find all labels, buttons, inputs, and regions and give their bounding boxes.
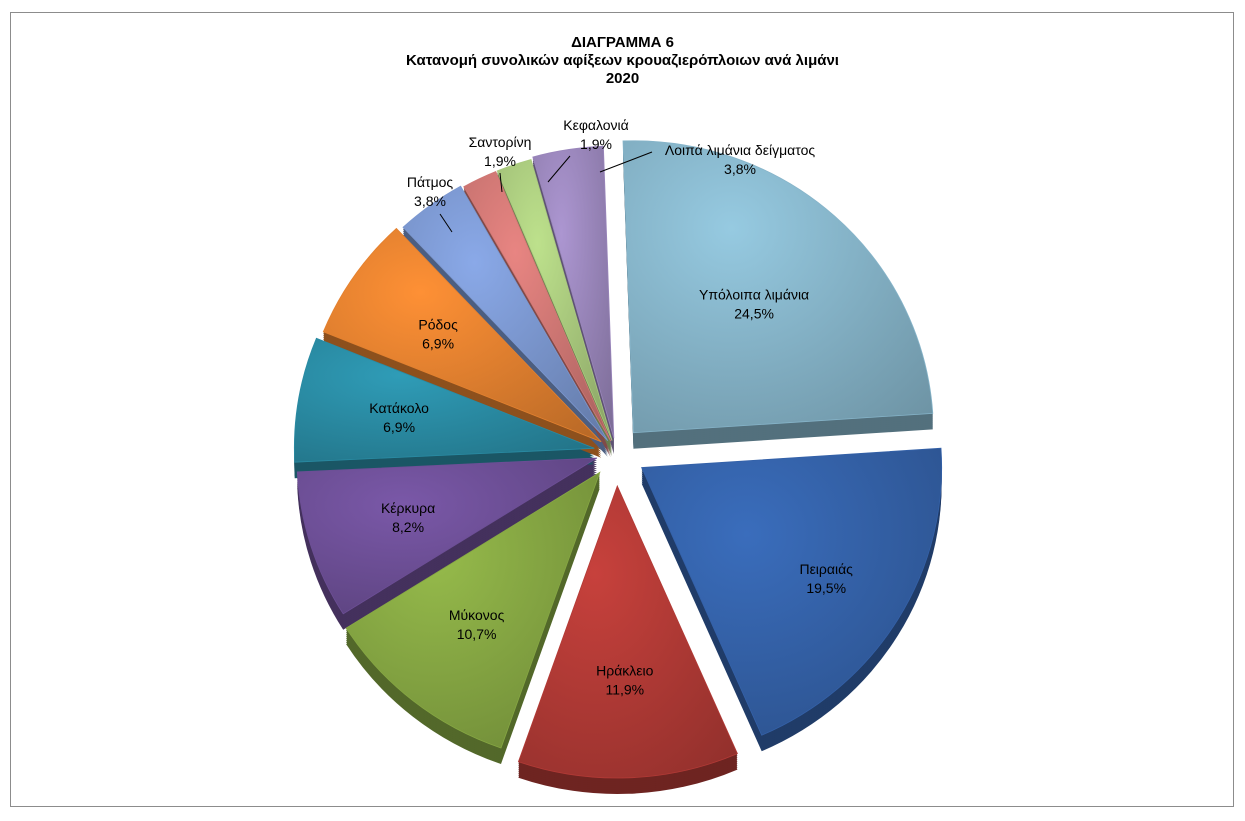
slice-10-value-label: 3,8% <box>724 161 756 177</box>
slice-6-wedge <box>322 227 602 443</box>
slice-5-label: Κατάκολο <box>369 400 429 416</box>
slice-6-value-label: 6,9% <box>422 336 454 352</box>
slice-1-value-label: 19,5% <box>806 580 846 596</box>
slice-8-label: Σαντορίνη <box>469 134 532 150</box>
chart-year: 2020 <box>605 70 640 87</box>
slice-2-label: Ηράκλειο <box>596 663 654 679</box>
chart-title-block: ΔΙΑΓΡΑΜΜΑ 6 Κατανομή συνολικών αφίξεων κ… <box>0 34 1245 88</box>
slice-7-label: Πάτμος <box>407 174 454 190</box>
slice-5-wedge <box>293 337 595 463</box>
slice-8-wedge <box>463 170 612 442</box>
slice-4-wedge <box>296 457 598 615</box>
slice-7-value-label: 3,8% <box>414 193 446 209</box>
slice-2-value-label: 11,9% <box>605 682 644 698</box>
slice-3-value-label: 10,7% <box>457 626 497 642</box>
slice-4-value-label: 8,2% <box>392 519 424 535</box>
slice-0-wedge <box>622 140 934 434</box>
slice-10-label: Λοιπά λιμάνια δείγματος <box>665 142 815 158</box>
slice-9-leader-line <box>547 155 571 183</box>
slice-0-label: Υπόλοιπα λιμάνια <box>699 287 809 303</box>
chart-title: ΔΙΑΓΡΑΜΜΑ 6 <box>571 34 674 51</box>
slice-8-value-label: 1,9% <box>484 153 516 169</box>
slice-3-wedge <box>345 471 601 749</box>
slice-6-label: Ρόδος <box>418 317 458 333</box>
slice-0-value-label: 24,5% <box>734 306 774 322</box>
slice-9-label: Κεφαλονιά <box>563 117 629 133</box>
slice-7-wedge <box>402 185 609 441</box>
slice-2-wedge <box>517 484 738 779</box>
slice-3-label: Μύκονος <box>449 607 505 623</box>
slice-10-wedge <box>532 145 615 439</box>
slice-1-wedge <box>641 447 943 736</box>
slice-5-value-label: 6,9% <box>383 419 415 435</box>
slice-9-wedge <box>496 159 613 441</box>
slice-8-leader-line <box>499 172 503 193</box>
slice-7-leader-line <box>439 213 453 233</box>
slice-9-value-label: 1,9% <box>580 136 612 152</box>
slice-10-leader-line <box>599 151 653 173</box>
slice-4-label: Κέρκυρα <box>381 500 435 516</box>
chart-subtitle: Κατανομή συνολικών αφίξεων κρουαζιερόπλο… <box>406 52 839 69</box>
slice-1-label: Πειραιάς <box>799 561 853 577</box>
